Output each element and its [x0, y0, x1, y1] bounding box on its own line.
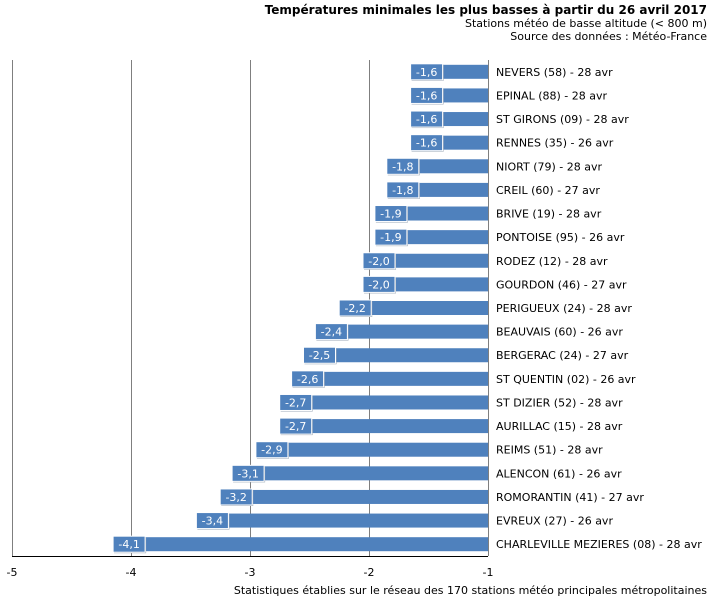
data-label: -1,9	[380, 208, 401, 221]
data-label-box	[303, 346, 336, 364]
data-label-box	[279, 417, 313, 435]
x-axis-ticks: -5 -4 -3 -2 -1	[7, 556, 494, 579]
data-label: -2,7	[285, 396, 306, 409]
data-label-box	[386, 157, 420, 175]
data-label-box	[374, 205, 408, 223]
data-label: -4,1	[118, 538, 139, 551]
category-label: ST GIRONS (09) - 28 avr	[496, 113, 629, 126]
data-label-box	[112, 535, 146, 553]
category-label: CREIL (60) - 27 avr	[496, 184, 600, 197]
category-label: BRIVE (19) - 28 avr	[496, 208, 602, 221]
bar	[297, 371, 488, 386]
data-label-box	[410, 134, 444, 152]
category-label: BERGERAC (24) - 27 avr	[496, 349, 629, 362]
bar	[226, 489, 488, 504]
data-label-box	[219, 488, 253, 506]
chart-source: Source des données : Météo-France	[510, 30, 707, 43]
x-tick-label: -1	[483, 566, 494, 579]
chart-subtitle: Stations météo de basse altitude (< 800 …	[464, 17, 707, 30]
x-tick-label: -2	[364, 566, 375, 579]
data-label: -2,7	[285, 420, 306, 433]
category-label: PONTOISE (95) - 26 avr	[496, 231, 625, 244]
data-label-box	[314, 323, 348, 341]
data-label: -1,6	[416, 66, 437, 79]
data-label: -1,8	[392, 160, 413, 173]
data-label-box	[410, 86, 444, 104]
category-label: NEVERS (58) - 28 avr	[496, 66, 613, 79]
bar	[285, 395, 488, 410]
category-label: REIMS (51) - 28 avr	[496, 444, 603, 457]
x-tick-label: -5	[7, 566, 18, 579]
data-label-box	[279, 393, 313, 411]
data-label: -3,4	[202, 515, 223, 528]
data-label-box	[410, 63, 444, 81]
category-label: ALENCON (61) - 26 avr	[496, 467, 622, 480]
category-label: ROMORANTIN (41) - 27 avr	[496, 491, 644, 504]
data-label: -1,6	[416, 113, 437, 126]
bar	[369, 253, 488, 268]
category-label: BEAUVAIS (60) - 26 avr	[496, 326, 623, 339]
category-labels: NEVERS (58) - 28 avr EPINAL (88) - 28 avr…	[496, 66, 702, 551]
category-label: EPINAL (88) - 28 avr	[496, 89, 607, 102]
bar	[202, 513, 488, 528]
category-label: RODEZ (12) - 28 avr	[496, 255, 608, 268]
category-label: NIORT (79) - 28 avr	[496, 160, 602, 173]
data-label-box	[231, 464, 265, 482]
data-label: -2,2	[344, 302, 365, 315]
category-label: EVREUX (27) - 26 avr	[496, 515, 613, 528]
data-label: -2,6	[297, 373, 318, 386]
data-label: -2,5	[309, 349, 330, 362]
category-label: ST DIZIER (52) - 28 avr	[496, 396, 623, 409]
bar	[369, 277, 488, 292]
data-label: -2,0	[368, 278, 389, 291]
bar	[309, 348, 488, 363]
data-label-box	[410, 110, 444, 128]
data-label: -1,8	[392, 184, 413, 197]
data-label-box	[195, 512, 229, 530]
data-label-box	[255, 441, 289, 459]
data-label: -3,2	[225, 491, 246, 504]
category-label: ST QUENTIN (02) - 26 avr	[496, 373, 636, 386]
x-tick-label: -4	[126, 566, 137, 579]
data-label: -2,4	[321, 326, 342, 339]
chart-title: Températures minimales les plus basses à…	[264, 3, 707, 17]
data-label: -1,6	[416, 89, 437, 102]
chart-footnote: Statistiques établies sur le réseau des …	[233, 584, 707, 597]
data-label-box	[386, 181, 420, 199]
data-label: -1,6	[416, 137, 437, 150]
bar	[238, 466, 488, 481]
category-label: AURILLAC (15) - 28 avr	[496, 420, 623, 433]
bar	[345, 301, 488, 315]
data-label-box	[362, 275, 396, 293]
category-label: PERIGUEUX (24) - 28 avr	[496, 302, 632, 315]
data-label-box	[374, 228, 408, 246]
data-labels: -1,6-1,6-1,6-1,6-1,8-1,8-1,9-1,9-2,0-2,0…	[112, 63, 444, 554]
category-label: GOURDON (46) - 27 avr	[496, 278, 627, 291]
bar	[285, 419, 488, 434]
data-label-box	[338, 299, 372, 317]
bar	[119, 537, 488, 552]
category-label: CHARLEVILLE MEZIERES (08) - 28 avr	[496, 538, 702, 551]
data-label-box	[362, 252, 396, 270]
bar	[261, 442, 488, 457]
data-label: -3,1	[237, 467, 258, 480]
data-label: -2,9	[261, 444, 282, 457]
category-label: RENNES (35) - 26 avr	[496, 137, 614, 150]
data-label: -2,0	[368, 255, 389, 268]
data-label: -1,9	[380, 231, 401, 244]
data-label-box	[291, 370, 325, 388]
bar	[321, 324, 488, 339]
x-tick-label: -3	[245, 566, 256, 579]
